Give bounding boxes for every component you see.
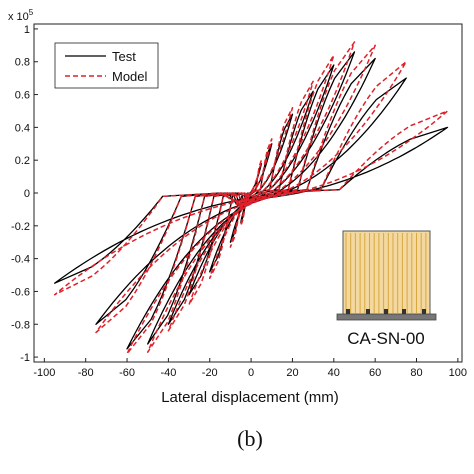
x-tick-label: 20 — [286, 367, 298, 379]
wall-anchor — [422, 309, 426, 314]
x-tick-label: -20 — [202, 367, 218, 379]
y-tick-label: 0.4 — [15, 122, 30, 134]
y-tick-label: 0.2 — [15, 155, 30, 167]
legend-label-model: Model — [112, 69, 148, 84]
model-loop — [95, 60, 407, 334]
wall-base — [336, 313, 437, 321]
y-tick-label: 0.8 — [15, 57, 30, 69]
model-loop — [146, 41, 356, 353]
plot-area — [53, 41, 449, 355]
axes — [33, 23, 463, 363]
wall-body — [342, 230, 431, 316]
x-tick-label: 100 — [449, 367, 467, 379]
y-tick-label: -0.6 — [11, 286, 30, 298]
model-loop — [53, 110, 449, 296]
wall-anchor — [402, 309, 406, 314]
y-tick-label: 0.6 — [15, 90, 30, 102]
x-tick-label: -60 — [119, 367, 135, 379]
legend: Test Model — [54, 42, 159, 89]
y-multiplier-exponent: 5 — [29, 8, 34, 17]
x-tick-label: 60 — [369, 367, 381, 379]
specimen-label: CA-SN-00 — [347, 329, 424, 348]
x-tick-label: -80 — [78, 367, 94, 379]
wall-anchor — [366, 309, 370, 314]
wall-anchor — [346, 309, 350, 314]
specimen-wall-icon — [336, 230, 437, 321]
figure-caption: (b) — [237, 426, 263, 451]
tick-labels: -100 -80 -60 -40 -20 0 20 40 60 80 100 1 0.8 0.6 0.4 0.… — [11, 24, 467, 379]
y-tick-label: -1 — [20, 352, 30, 364]
x-tick-label: -40 — [160, 367, 176, 379]
model-loop — [126, 44, 376, 355]
x-tick-label: 40 — [328, 367, 340, 379]
y-multiplier-label: x 105 — [8, 8, 34, 23]
legend-label-test: Test — [112, 49, 136, 64]
x-tick-label: 80 — [410, 367, 422, 379]
x-axis-label: Lateral displacement (mm) — [161, 389, 339, 406]
y-tick-label: -0.2 — [11, 221, 30, 233]
legend-box — [54, 42, 159, 89]
model-loop — [229, 138, 273, 248]
y-tick-label: 1 — [24, 24, 30, 36]
x-tick-label: 0 — [248, 367, 254, 379]
y-tick-label: -0.8 — [11, 319, 30, 331]
y-tick-label: 0 — [24, 188, 30, 200]
x-tick-label: -100 — [33, 367, 55, 379]
wall-anchor — [384, 309, 388, 314]
y-tick-label: -0.4 — [11, 254, 30, 266]
specimen-inset: CA-SN-00 — [336, 230, 437, 348]
